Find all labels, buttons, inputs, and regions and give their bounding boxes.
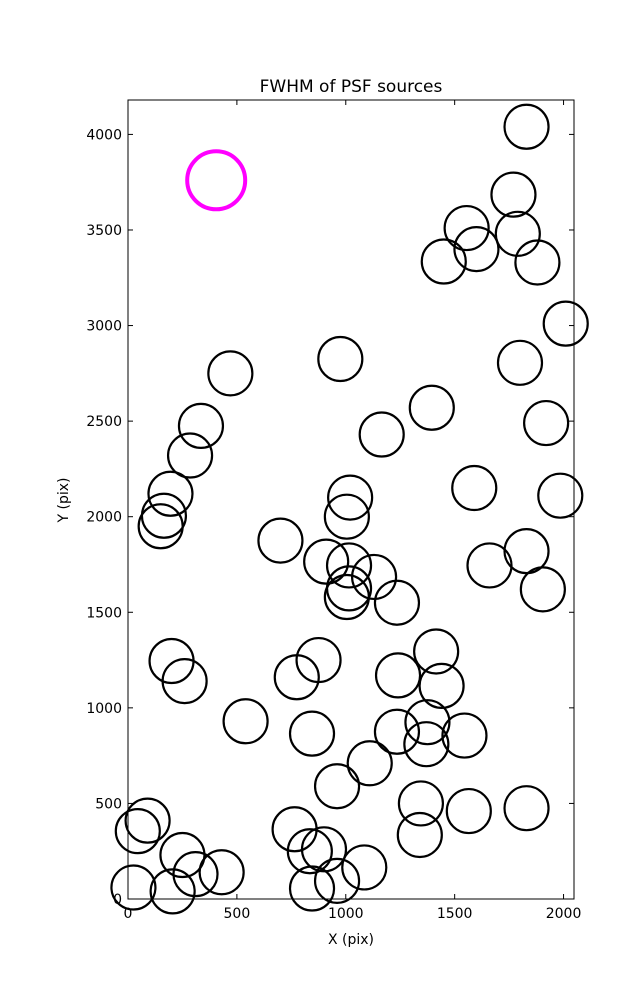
data-point (222, 698, 269, 745)
data-point (413, 628, 460, 675)
y-tick-label: 1500 (86, 605, 122, 621)
data-point (288, 710, 336, 757)
data-point (519, 566, 566, 613)
data-point (147, 470, 194, 517)
data-point (514, 239, 561, 286)
data-point (286, 828, 333, 875)
y-tick-label: 3500 (86, 223, 122, 239)
data-point (373, 708, 421, 755)
data-point (358, 411, 405, 458)
data-point (198, 849, 245, 896)
data-point (323, 573, 370, 621)
x-tick-label: 1000 (328, 906, 364, 922)
data-point (373, 579, 421, 626)
data-point (273, 654, 320, 701)
data-point (445, 787, 492, 835)
data-point (396, 811, 443, 859)
data-point (403, 721, 450, 768)
y-tick-label: 3000 (86, 319, 122, 335)
y-tick-label: 0 (113, 892, 122, 908)
data-point (496, 339, 544, 386)
data-point (350, 553, 398, 601)
data-point (313, 857, 361, 904)
data-point (537, 472, 584, 519)
data-point (207, 350, 254, 397)
data-point (323, 493, 370, 540)
x-tick-label: 500 (224, 906, 251, 922)
data-point (418, 662, 465, 709)
plot-area (127, 99, 575, 900)
data-point (172, 851, 219, 898)
y-tick-label: 2000 (86, 510, 122, 526)
data-point (114, 808, 161, 855)
x-tick-label: 0 (124, 906, 133, 922)
data-point (303, 538, 350, 585)
data-point (420, 238, 467, 285)
y-tick-label: 4000 (86, 127, 122, 143)
data-point (453, 225, 500, 273)
data-point (124, 797, 171, 844)
data-point (327, 474, 374, 521)
data-point (341, 844, 388, 891)
x-tick-label: 2000 (546, 906, 582, 922)
y-tick-label: 1000 (86, 701, 122, 717)
y-axis-label: Y (pix) (56, 478, 72, 524)
data-point (503, 103, 550, 150)
x-axis-label: X (pix) (328, 932, 374, 948)
highlight-point (185, 149, 248, 212)
data-point (317, 335, 364, 383)
data-point (346, 740, 393, 787)
data-point (503, 785, 550, 832)
axis-ticks: 0 500 1000 1500 2000 0 500 1000 1500 2000 2500 3000… (86, 100, 581, 922)
data-point (542, 300, 589, 347)
data-point (466, 542, 513, 589)
y-tick-label: 500 (95, 796, 122, 812)
data-point (523, 399, 570, 447)
data-point (494, 210, 541, 257)
data-point (288, 865, 336, 912)
data-point (408, 384, 455, 431)
data-point (177, 402, 225, 450)
data-point (397, 780, 445, 827)
data-point (374, 652, 422, 699)
data-point (313, 763, 361, 810)
data-point (110, 864, 157, 911)
data-points (110, 103, 589, 915)
data-point (325, 542, 373, 589)
x-tick-label: 1500 (437, 906, 473, 922)
data-point (137, 503, 184, 550)
data-point (404, 699, 451, 746)
chart-title: FWHM of PSF sources (260, 77, 443, 97)
data-point (451, 464, 498, 512)
data-point (149, 868, 196, 915)
data-point (257, 517, 304, 564)
data-point (161, 657, 208, 705)
data-point (443, 204, 490, 252)
data-point (490, 171, 537, 218)
data-point (441, 712, 488, 759)
y-tick-label: 2500 (86, 414, 122, 430)
data-point (166, 432, 214, 479)
